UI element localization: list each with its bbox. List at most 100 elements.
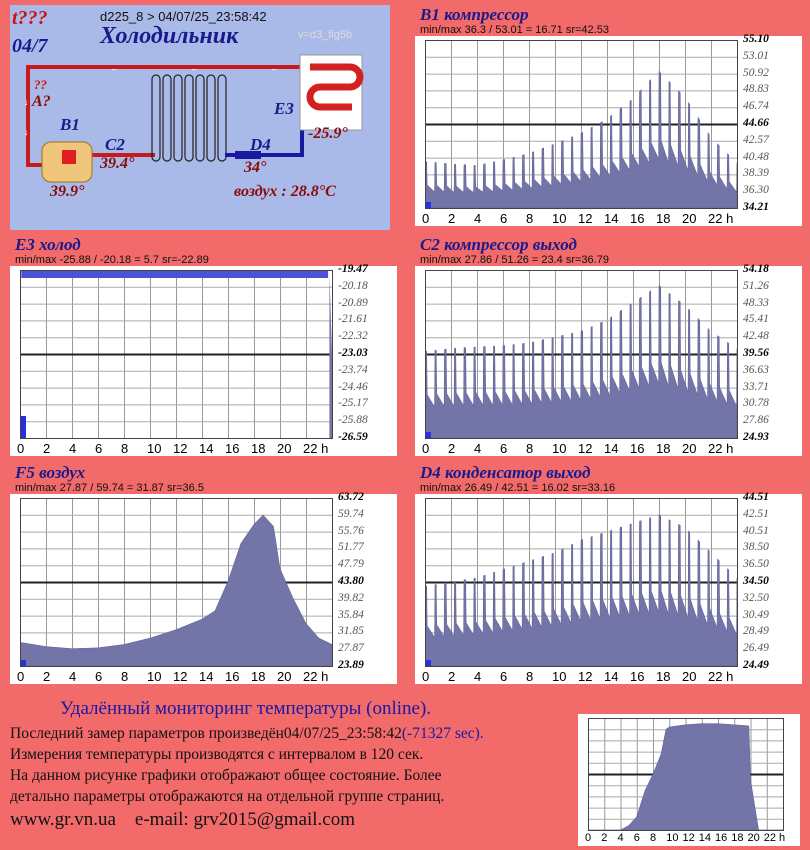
x-tick-label: 12 <box>578 211 593 226</box>
series-area <box>425 284 738 439</box>
x-tick-label: 8 <box>650 832 657 844</box>
fridge-diagram: ← ← ← ↓ ↓ <box>24 54 364 183</box>
y-tick-label: 51.77 <box>338 541 364 554</box>
y-tick-label: 30.49 <box>743 608 769 621</box>
x-tick-label: 10 <box>552 211 567 226</box>
e3-value: -25.9° <box>308 125 348 142</box>
x-tick-label: 10 <box>147 669 162 684</box>
x-tick-label: 0 <box>422 441 430 456</box>
x-tick-label: 2 <box>448 441 456 456</box>
y-tick-label: -20.89 <box>338 296 368 309</box>
y-tick-label: 53.01 <box>743 49 769 62</box>
svg-text:↓: ↓ <box>24 127 29 137</box>
x-tick-label: 8 <box>121 441 129 456</box>
x-tick-label: 18 <box>656 441 671 456</box>
x-tick-label: 14 <box>199 669 214 684</box>
y-tick-label: -20.18 <box>338 279 368 292</box>
x-tick-label: 0 <box>17 669 25 684</box>
status-marker <box>20 660 26 666</box>
x-tick-label: 14 <box>698 832 711 844</box>
x-tick-label: 10 <box>666 832 679 844</box>
x-tick-label: 2 <box>448 669 456 684</box>
y-tick-label: 51.26 <box>743 279 769 292</box>
status-flag: t??? <box>12 7 48 29</box>
x-tick-label: 16 <box>225 669 240 684</box>
y-tick-label: 40.48 <box>743 150 769 163</box>
x-tick-label: 6 <box>95 669 103 684</box>
y-tick-label: 30.78 <box>743 397 769 410</box>
chart-f5: F5 воздух min/max 27.87 / 59.74 = 31.87 … <box>5 463 405 688</box>
y-tick-label: 42.48 <box>743 330 769 343</box>
email-link[interactable]: e-mail: grv2015@gmail.com <box>134 809 356 830</box>
chart-svg <box>20 270 333 439</box>
b1-value: 39.9° <box>50 183 85 200</box>
chart-minmax: min/max 27.87 / 59.74 = 31.87 sr=36.5 <box>15 482 204 494</box>
plot-frame <box>425 40 738 209</box>
series-band <box>21 271 329 278</box>
footer-line3: На данном рисунке графики отображают общ… <box>10 767 442 784</box>
series-area <box>425 514 738 667</box>
plot-frame <box>588 718 784 831</box>
x-tick-label: 22 h <box>708 211 734 226</box>
x-tick-label: 2 <box>448 211 456 226</box>
y-tick-label: 59.74 <box>338 507 364 520</box>
status-marker <box>425 202 431 208</box>
x-tick-label: 12 <box>682 832 695 844</box>
footer-line1-offset: (-71327 sec). <box>401 725 484 742</box>
y-tick-label: 55.76 <box>338 524 364 537</box>
y-tick-label: -19.47 <box>338 263 368 275</box>
chart-minmax: min/max 26.49 / 42.51 = 16.02 sr=33.16 <box>420 482 616 494</box>
x-tick-label: 4 <box>69 669 77 684</box>
x-tick-label: 8 <box>121 669 129 684</box>
y-tick-label: 54.18 <box>743 263 769 275</box>
y-tick-label: 39.56 <box>743 347 769 359</box>
footer-contacts: www.gr.vn.ua e-mail: grv2015@gmail.com <box>10 809 355 831</box>
y-tick-label: 45.41 <box>743 313 769 326</box>
y-tick-label: 24.93 <box>743 431 769 443</box>
y-tick-label: 40.51 <box>743 524 769 537</box>
x-tick-label: 2 <box>601 832 608 844</box>
svg-text:↓: ↓ <box>24 97 29 107</box>
y-tick-label: 36.63 <box>743 363 769 376</box>
y-tick-label: 32.50 <box>743 591 769 604</box>
x-tick-label: 16 <box>630 441 645 456</box>
status-marker <box>425 660 431 666</box>
x-tick-label: 12 <box>578 441 593 456</box>
x-tick-label: 6 <box>500 669 508 684</box>
footer-line1-main: Последний замер параметров произведён04/… <box>10 725 402 742</box>
x-tick-label: 20 <box>747 832 760 844</box>
y-tick-label: 38.39 <box>743 167 769 180</box>
chart-svg <box>425 40 738 209</box>
y-tick-label: -24.46 <box>338 380 368 393</box>
y-tick-label: 26.49 <box>743 642 769 655</box>
x-tick-label: 12 <box>173 669 188 684</box>
series-area <box>329 273 332 438</box>
chart-c2: C2 компрессор выход min/max 27.86 / 51.2… <box>410 235 810 460</box>
chart-title: D4 конденсатор выход <box>420 463 591 482</box>
e3-label: E3 <box>274 99 294 118</box>
y-tick-label: -25.17 <box>338 397 368 410</box>
x-tick-label: 22 h <box>763 832 786 844</box>
x-tick-label: 12 <box>173 441 188 456</box>
chart-svg <box>425 270 738 439</box>
x-tick-label: 14 <box>604 441 619 456</box>
c2-label: C2 <box>105 135 125 154</box>
x-tick-label: 16 <box>225 441 240 456</box>
svg-text:←: ← <box>110 63 119 73</box>
y-tick-label: -21.61 <box>338 313 368 326</box>
x-tick-label: 4 <box>474 211 482 226</box>
svg-text:←: ← <box>270 63 279 73</box>
website-link[interactable]: www.gr.vn.ua <box>10 809 116 830</box>
x-tick-label: 10 <box>552 669 567 684</box>
y-tick-label: 48.33 <box>743 296 769 309</box>
y-tick-label: 31.85 <box>338 625 364 638</box>
x-tick-label: 8 <box>526 669 534 684</box>
air-temp: воздух : 28.8°C <box>234 183 336 200</box>
x-tick-label: 18 <box>251 441 266 456</box>
a-label: A? <box>32 93 51 110</box>
y-tick-label: 48.83 <box>743 83 769 96</box>
svg-text:←: ← <box>190 63 199 73</box>
status-marker <box>425 432 431 438</box>
x-tick-label: 22 h <box>708 669 734 684</box>
y-tick-label: 36.50 <box>743 558 769 571</box>
